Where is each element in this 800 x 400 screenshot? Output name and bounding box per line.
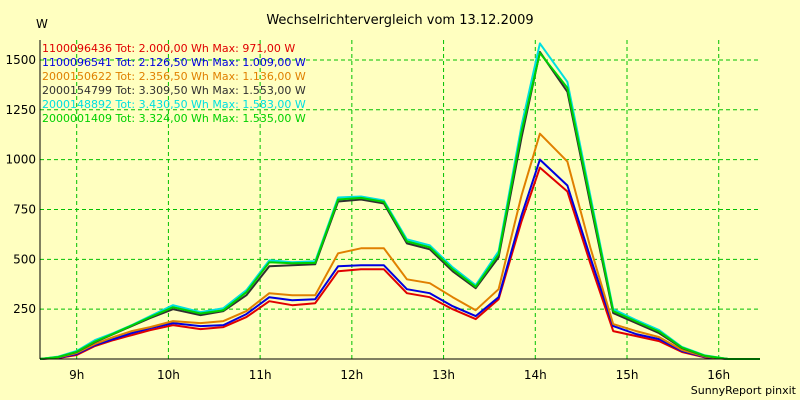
y-tick-label: 750 xyxy=(13,202,36,216)
series-layer xyxy=(39,42,760,360)
legend-entry-2000001409: 2000001409 Tot: 3.324,00 Wh Max: 1.535,0… xyxy=(42,112,306,125)
series-line-1100096541 xyxy=(39,158,760,360)
x-tick-label: 16h xyxy=(707,368,730,382)
series-line-2000001409 xyxy=(39,52,760,360)
x-tick-label: 12h xyxy=(340,368,363,382)
legend-entry-2000150622: 2000150622 Tot: 2.356,50 Wh Max: 1.136,0… xyxy=(42,70,306,83)
y-tick-label: 500 xyxy=(13,252,36,266)
y-tick-label: 1250 xyxy=(5,103,36,117)
x-tick-label: 13h xyxy=(432,368,455,382)
x-tick-label: 11h xyxy=(249,368,272,382)
y-tick-label: 1000 xyxy=(5,153,36,167)
legend-entry-2000148892: 2000148892 Tot: 3.430,50 Wh Max: 1.583,0… xyxy=(42,98,306,111)
legend-entry-2000154799: 2000154799 Tot: 3.309,50 Wh Max: 1.553,0… xyxy=(42,84,306,97)
grid xyxy=(40,40,760,359)
x-tick-label: 10h xyxy=(157,368,180,382)
footer-credit: SunnyReport pinxit xyxy=(691,384,797,397)
y-tick-label: 1500 xyxy=(5,53,36,67)
y-tick-label: 250 xyxy=(13,302,36,316)
plot-area xyxy=(40,40,760,359)
legend: 1100096436 Tot: 2.000,00 Wh Max: 971,00 … xyxy=(42,42,306,125)
series-line-1100096436 xyxy=(39,166,760,360)
x-tick-label: 15h xyxy=(616,368,639,382)
y-axis-unit-label: W xyxy=(36,17,48,31)
series-line-2000150622 xyxy=(39,132,760,360)
legend-entry-1100096436: 1100096436 Tot: 2.000,00 Wh Max: 971,00 … xyxy=(42,42,295,55)
chart-title: Wechselrichtervergleich vom 13.12.2009 xyxy=(266,13,533,28)
legend-entry-1100096541: 1100096541 Tot: 2.126,50 Wh Max: 1.009,0… xyxy=(42,56,306,69)
x-tick-label: 14h xyxy=(524,368,547,382)
x-tick-label: 9h xyxy=(69,368,84,382)
axes: 250 500 750 1000 1250 1500 9h 10h 11h 12h 13h 14h 15… xyxy=(5,40,760,382)
